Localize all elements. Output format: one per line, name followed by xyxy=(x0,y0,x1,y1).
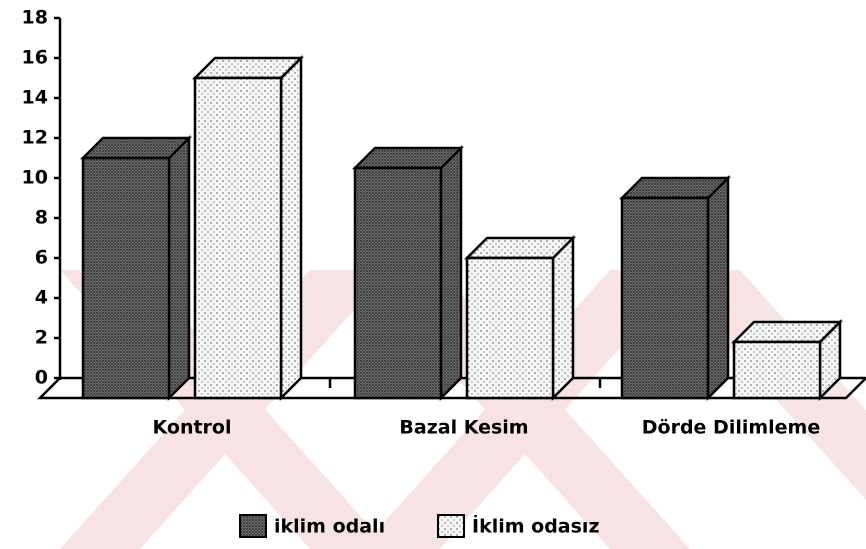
legend-label: İklim odasız xyxy=(472,514,600,538)
bar-top-texture xyxy=(467,238,573,258)
bar-texture xyxy=(622,198,708,398)
bar-top-texture xyxy=(355,148,461,168)
bar-texture xyxy=(195,78,281,398)
bar-side-texture xyxy=(553,238,573,398)
bar-side-texture xyxy=(820,322,840,398)
y-tick-label: 18 xyxy=(22,7,48,29)
y-tick-label: 10 xyxy=(22,167,48,189)
bar-side-texture xyxy=(441,148,461,398)
x-tick-label: Dörde Dilimleme xyxy=(642,417,821,439)
bar-top-texture xyxy=(734,322,840,342)
bar-texture xyxy=(734,342,820,398)
y-tick-label: 16 xyxy=(22,47,48,69)
legend-swatch-texture xyxy=(438,515,464,537)
bar-texture xyxy=(467,258,553,398)
y-tick-label: 6 xyxy=(35,247,48,269)
bar-top-texture xyxy=(622,178,728,198)
x-tick-label: Bazal Kesim xyxy=(399,417,528,439)
y-tick-label: 14 xyxy=(22,87,48,109)
y-tick-label: 0 xyxy=(35,367,48,389)
bar-side-texture xyxy=(708,178,728,398)
floor xyxy=(36,376,866,400)
bar-top-texture xyxy=(83,138,189,158)
y-tick-label: 2 xyxy=(35,327,48,349)
bar-top-texture xyxy=(195,58,301,78)
bar-side-texture xyxy=(169,138,189,398)
y-tick-label: 4 xyxy=(35,287,48,309)
y-tick-label: 8 xyxy=(35,207,48,229)
legend-swatch-texture xyxy=(240,515,266,537)
bar-texture xyxy=(355,168,441,398)
bar-side-texture xyxy=(281,58,301,398)
y-tick-label: 12 xyxy=(22,127,48,149)
x-tick-label: Kontrol xyxy=(153,417,232,439)
legend-label: iklim odalı xyxy=(274,516,385,538)
bar-texture xyxy=(83,158,169,398)
